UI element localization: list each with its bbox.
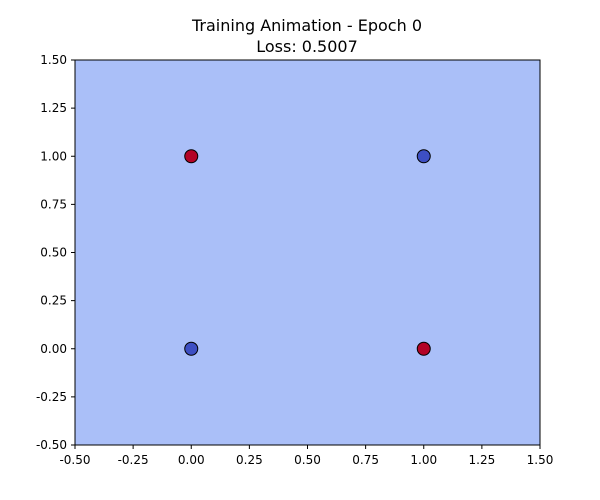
x-tick-label: 0.00 [178,453,205,467]
x-tick-label: -0.50 [59,453,90,467]
y-tick-label: 1.25 [40,101,67,115]
x-tick-label: 1.50 [527,453,554,467]
points-layer [184,149,431,356]
x-tick-label: 0.50 [294,453,321,467]
y-tick-label: 1.00 [40,149,67,163]
x-tick-label: 0.25 [236,453,263,467]
y-tick-label: 0.75 [40,197,67,211]
x-axis: -0.50 -0.25 0.00 0.25 0.50 0.75 1.00 1.25 1.50 [59,445,553,467]
chart-title: Training Animation - Epoch 0 [191,16,422,35]
data-point [416,149,431,164]
y-tick-label: 0.25 [40,294,67,308]
data-point [416,341,431,356]
y-tick-label: -0.25 [36,390,67,404]
y-tick-label: 0.00 [40,342,67,356]
x-tick-label: 0.75 [352,453,379,467]
y-tick-label: 1.50 [40,53,67,67]
y-tick-label: -0.50 [36,438,67,452]
x-tick-label: -0.25 [118,453,149,467]
chart-subtitle: Loss: 0.5007 [256,37,358,56]
y-tick-label: 0.50 [40,246,67,260]
decision-region [75,60,540,445]
data-point [184,149,199,164]
data-point [184,341,199,356]
y-axis: -0.50 -0.25 0.00 0.25 0.50 0.75 1.00 1.25 1.50 [36,53,75,452]
x-tick-label: 1.00 [410,453,437,467]
x-tick-label: 1.25 [469,453,496,467]
